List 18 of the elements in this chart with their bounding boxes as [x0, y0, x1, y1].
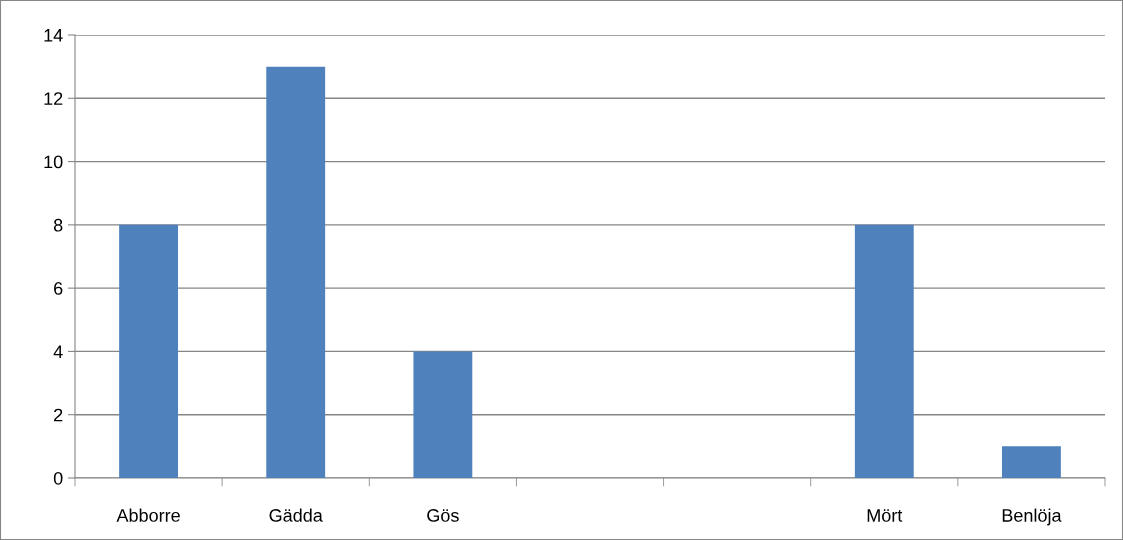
y-tick-label: 6 [54, 282, 63, 295]
bar [413, 351, 473, 478]
bar [854, 224, 914, 478]
bar [1002, 446, 1061, 478]
y-tick-label: 12 [44, 92, 63, 105]
x-tick-label: Gädda [269, 508, 323, 522]
x-tick-label: Gös [427, 509, 459, 522]
y-tick-label: 10 [44, 155, 63, 169]
bar [266, 66, 326, 478]
bar [119, 224, 178, 478]
y-tick-label: 2 [54, 408, 63, 422]
x-tick-label: Benlöja [1002, 508, 1062, 526]
x-tick-label: Mört [867, 509, 903, 522]
x-tick-label: Abborre [116, 508, 180, 522]
y-tick-label: 14 [44, 29, 63, 42]
y-tick-label: 0 [53, 471, 63, 485]
y-tick-label: 4 [53, 345, 63, 358]
y-tick-label: 8 [53, 218, 63, 232]
